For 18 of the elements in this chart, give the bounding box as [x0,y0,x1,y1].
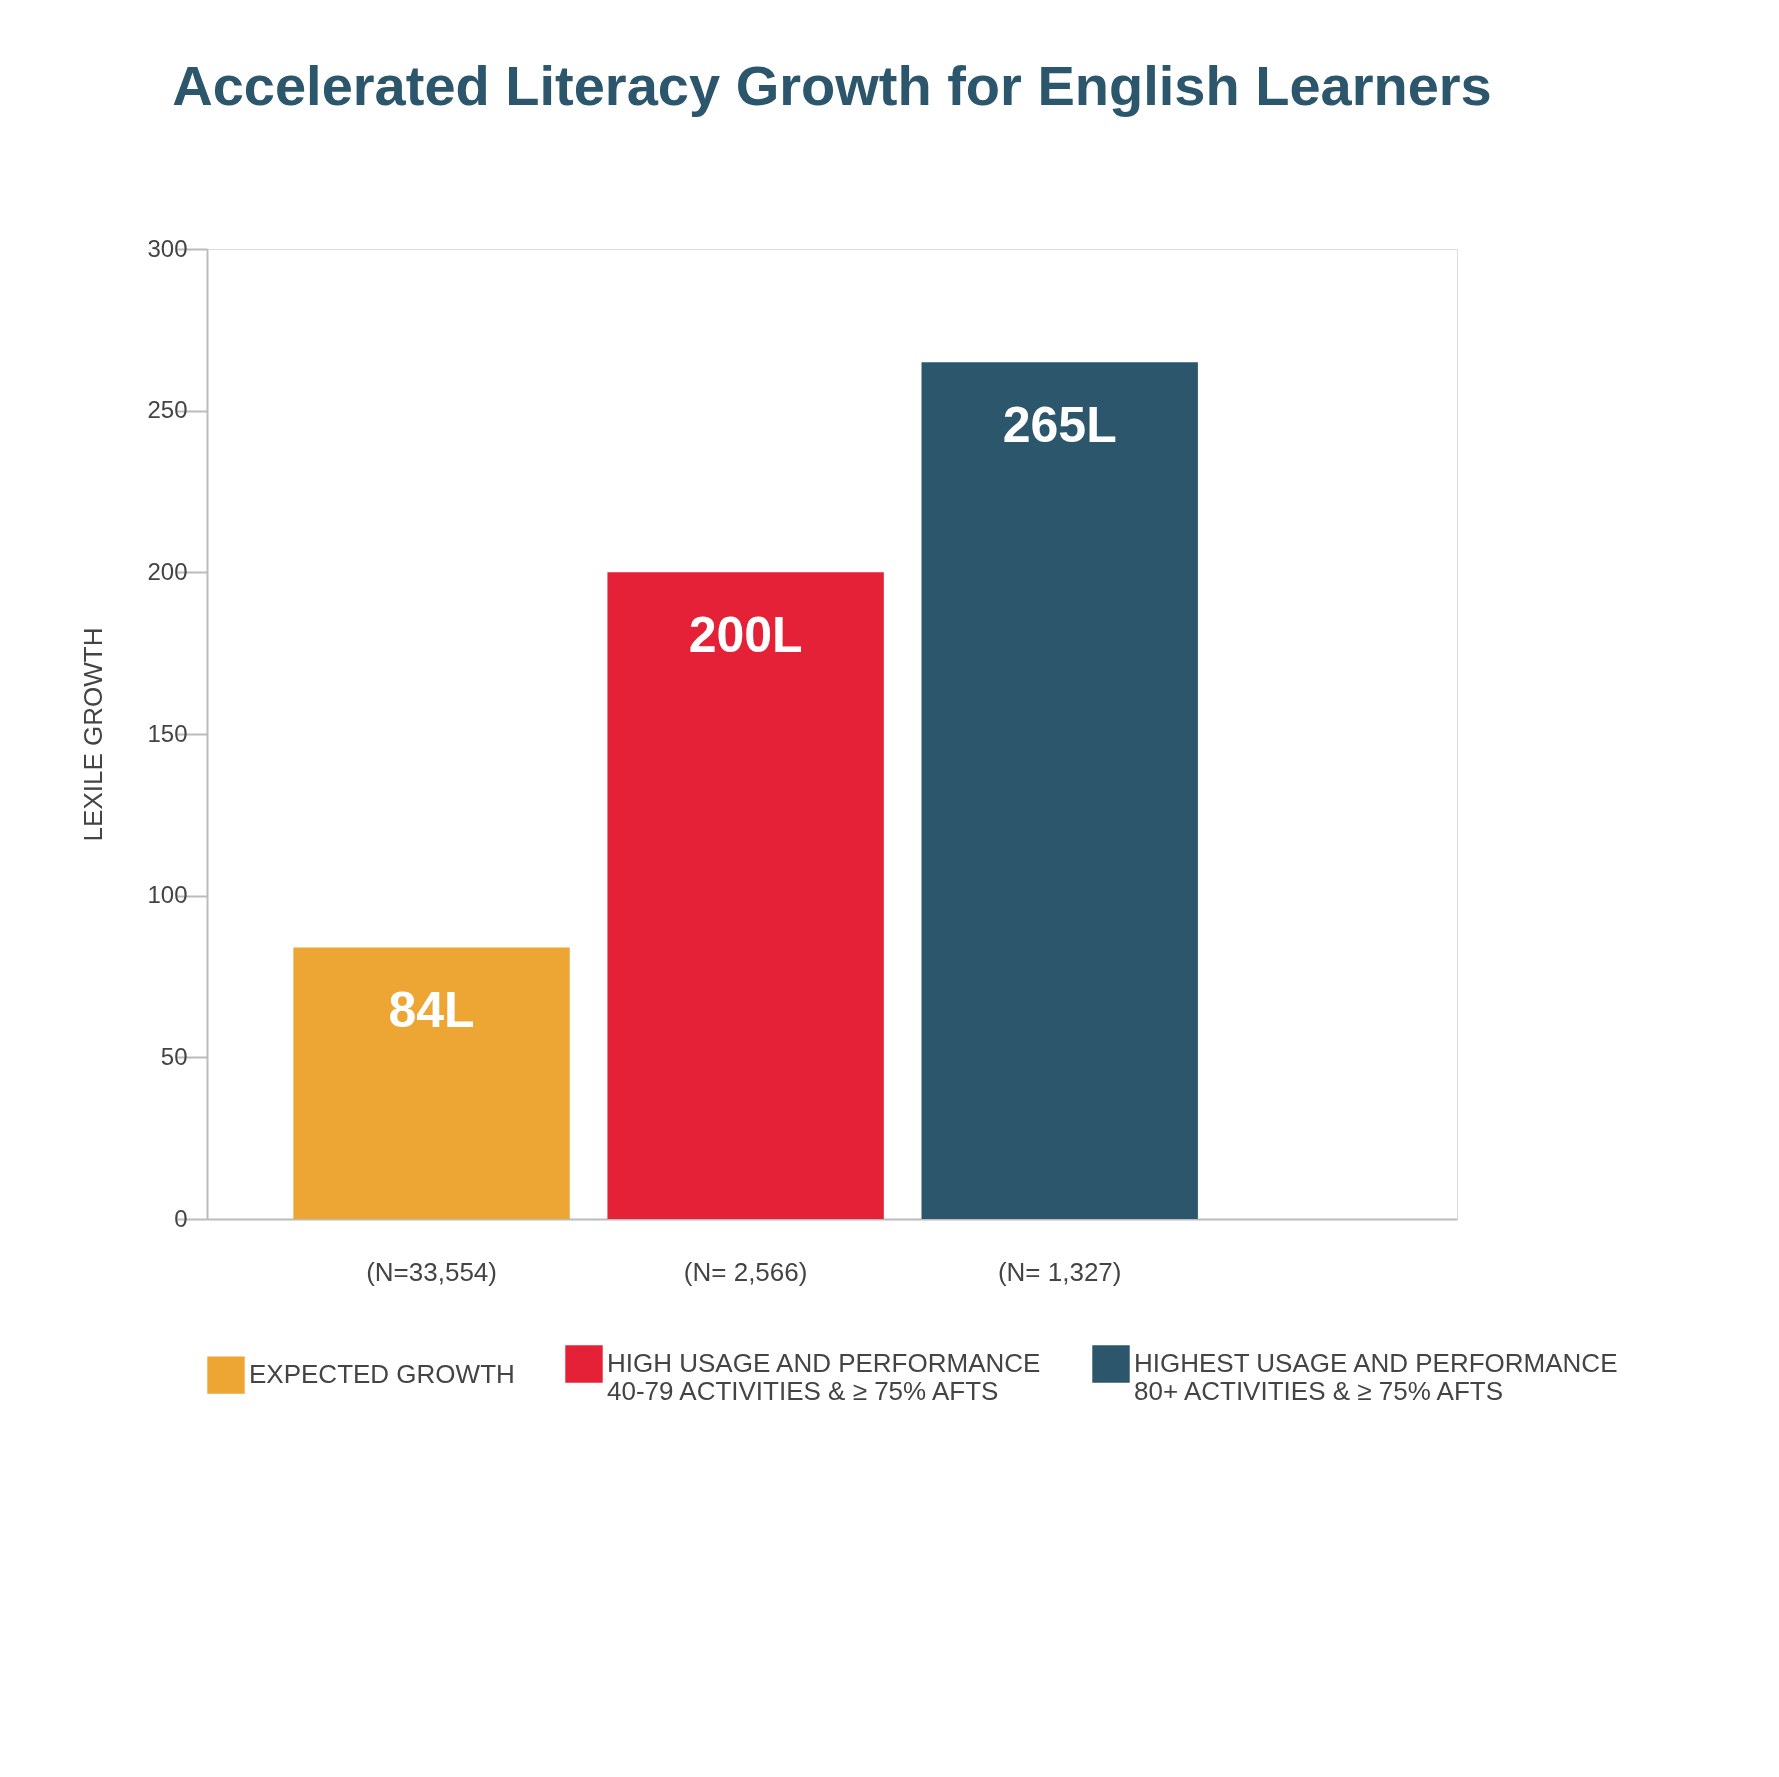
y-tick-label: 0 [174,1204,188,1232]
legend-label: EXPECTED GROWTH [249,1359,515,1390]
data-label: 200L [688,607,803,664]
x-tick-label: (N=33,554) [366,1256,497,1287]
data-label: 265L [1002,397,1117,454]
y-axis-title: LEXILE GROWTH [78,627,109,842]
chart-title: Accelerated Literacy Growth for English Learners [172,54,1492,117]
data-label: 84L [388,982,475,1039]
x-tick-label: (N= 2,566) [683,1256,808,1287]
legend-label: HIGH USAGE AND PERFORMANCE 40-79 ACTIVITIES & ≥ 75% AFTS [607,1348,1041,1406]
y-tick-label: 50 [160,1042,188,1070]
y-tick-label: 250 [147,396,188,424]
y-tick-label: 150 [147,719,188,747]
legend-label: HIGHEST USAGE AND PERFORMANCE 80+ ACTIVITIES & ≥ 75% AFTS [1134,1348,1618,1406]
y-tick-label: 100 [147,881,188,909]
y-tick-label: 200 [147,557,188,585]
y-tick-label: 300 [147,234,188,262]
x-tick-label: (N= 1,327) [997,1256,1122,1287]
